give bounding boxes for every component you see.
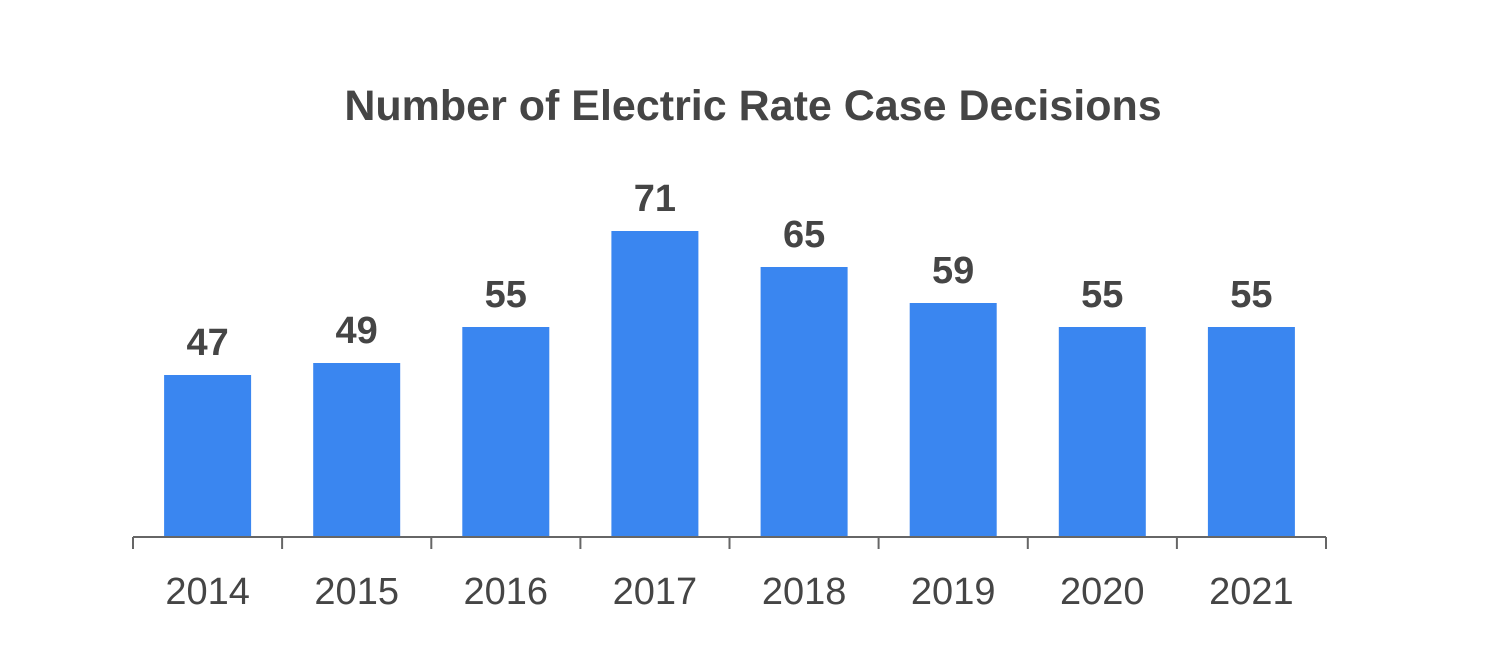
x-tick-label-2020: 2020 [1060, 571, 1145, 613]
data-label-2016: 55 [485, 274, 527, 316]
x-tick-label-2016: 2016 [464, 571, 549, 613]
bar-2017 [611, 231, 699, 537]
x-tick-label-2021: 2021 [1209, 571, 1294, 613]
x-tick-label-2015: 2015 [314, 571, 399, 613]
x-tick-label-2017: 2017 [613, 571, 698, 613]
data-label-2018: 65 [783, 214, 825, 256]
bar-2016 [462, 327, 550, 537]
x-axis: 2014 2015 2016 2017 2018 2019 2020 2021 [132, 536, 1327, 613]
bar-2020 [1058, 327, 1146, 537]
data-label-2017: 71 [634, 178, 676, 220]
data-label-2014: 47 [186, 322, 228, 364]
bar-2015 [313, 363, 401, 537]
bar-2019 [909, 303, 997, 537]
data-labels-layer: 47 49 55 71 65 59 55 55 [186, 178, 1272, 364]
data-label-2020: 55 [1081, 274, 1123, 316]
bar-2021 [1207, 327, 1295, 537]
bar-2014 [164, 375, 252, 537]
data-label-2021: 55 [1230, 274, 1272, 316]
data-label-2015: 49 [336, 310, 378, 352]
x-tick-label-2018: 2018 [762, 571, 847, 613]
bars-layer [164, 231, 1295, 537]
data-label-2019: 59 [932, 250, 974, 292]
x-tick-label-2019: 2019 [911, 571, 996, 613]
bar-2018 [760, 267, 848, 537]
chart-title: Number of Electric Rate Case Decisions [344, 82, 1162, 130]
x-tick-label-2014: 2014 [165, 571, 250, 613]
